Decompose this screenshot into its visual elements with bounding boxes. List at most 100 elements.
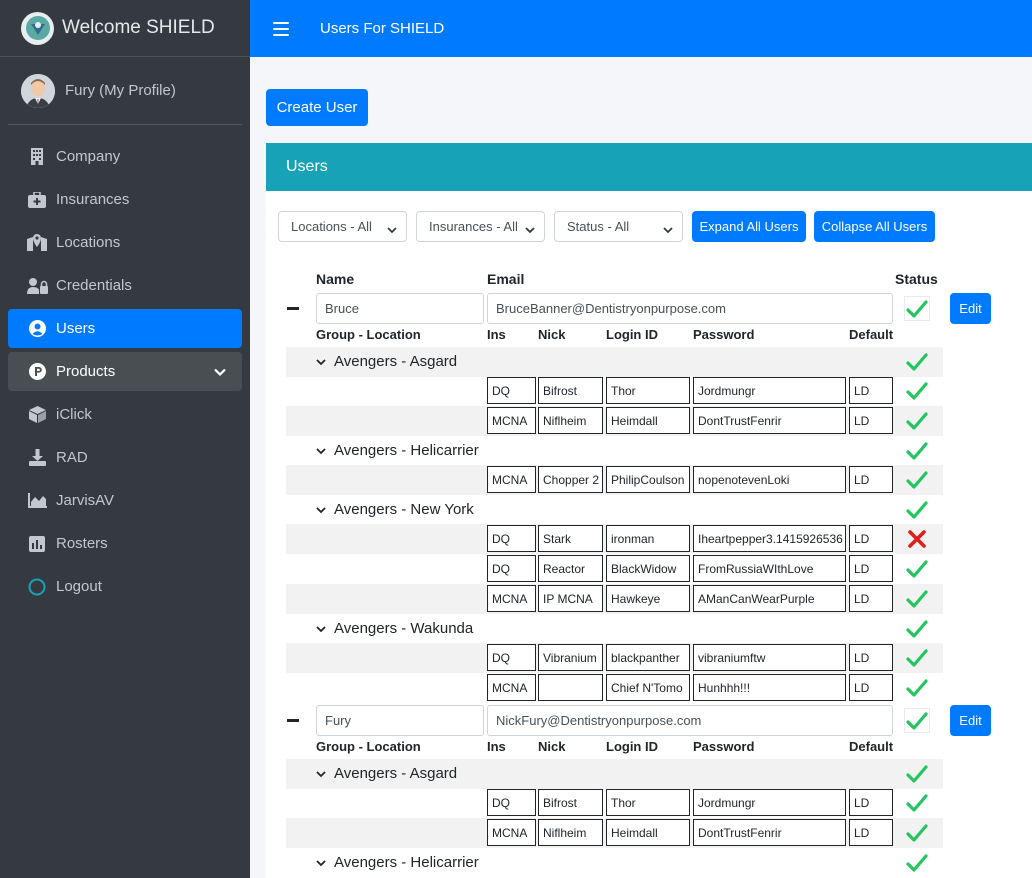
sidebar-item-locations[interactable]: Locations: [8, 223, 242, 262]
user-email-input[interactable]: BruceBanner@Dentistryonpurpose.com: [487, 293, 893, 324]
ins-cell[interactable]: DQ: [487, 789, 536, 816]
status-check-icon[interactable]: [904, 409, 930, 433]
nick-cell[interactable]: Niflheim: [538, 819, 603, 846]
password-cell[interactable]: Iheartpepper3.1415926536: [693, 525, 846, 552]
create-user-button[interactable]: Create User: [266, 89, 368, 126]
group-location-toggle[interactable]: Avengers - Helicarrier: [316, 442, 479, 459]
status-check-icon[interactable]: [904, 379, 930, 403]
nick-cell[interactable]: Reactor: [538, 555, 603, 582]
nick-cell[interactable]: Bifrost: [538, 789, 603, 816]
default-cell[interactable]: LD: [849, 525, 893, 552]
password-cell[interactable]: DontTrustFenrir: [693, 407, 846, 434]
user-name-input[interactable]: Fury: [316, 705, 484, 736]
sidebar-item-insurances[interactable]: Insurances: [8, 180, 242, 219]
login-id-cell[interactable]: blackpanther: [606, 644, 690, 671]
login-id-cell[interactable]: Chief N'Tomo: [606, 674, 690, 701]
locations-filter-select[interactable]: Locations - All: [278, 211, 407, 242]
sidebar-item-rad[interactable]: RAD: [8, 438, 242, 477]
sidebar-item-products[interactable]: Products: [8, 352, 242, 391]
status-check-icon[interactable]: [904, 646, 930, 670]
login-id-cell[interactable]: PhilipCoulson: [606, 466, 690, 493]
user-profile[interactable]: Fury (My Profile): [8, 57, 242, 125]
edit-user-button[interactable]: Edit: [950, 705, 991, 736]
building-icon: [26, 147, 48, 167]
ins-cell[interactable]: MCNA: [487, 407, 536, 434]
status-check-icon[interactable]: [904, 676, 930, 700]
login-id-cell[interactable]: Thor: [606, 789, 690, 816]
nick-cell[interactable]: IP MCNA: [538, 585, 603, 612]
nick-cell[interactable]: Vibranium: [538, 644, 603, 671]
status-check-icon[interactable]: [904, 821, 930, 845]
ins-cell[interactable]: DQ: [487, 555, 536, 582]
password-cell[interactable]: Jordmungr: [693, 377, 846, 404]
ins-cell[interactable]: MCNA: [487, 674, 536, 701]
user-status-check-icon[interactable]: [904, 296, 930, 321]
password-cell[interactable]: DontTrustFenrir: [693, 819, 846, 846]
status-cross-icon[interactable]: [904, 527, 930, 551]
sidebar-item-rosters[interactable]: Rosters: [8, 524, 242, 563]
sidebar-item-users[interactable]: Users: [8, 309, 242, 348]
password-cell[interactable]: Jordmungr: [693, 789, 846, 816]
group-location-toggle[interactable]: Avengers - Wakunda: [316, 620, 473, 637]
default-cell[interactable]: LD: [849, 555, 893, 582]
group-location-toggle[interactable]: Avengers - Asgard: [316, 765, 457, 782]
group-location-toggle[interactable]: Avengers - New York: [316, 501, 474, 518]
user-email-input[interactable]: NickFury@Dentistryonpurpose.com: [487, 705, 893, 736]
sidebar-item-logout[interactable]: Logout: [8, 567, 242, 606]
default-cell[interactable]: LD: [849, 674, 893, 701]
password-cell[interactable]: Hunhhh!!!: [693, 674, 846, 701]
default-cell[interactable]: LD: [849, 466, 893, 493]
collapse-user-icon[interactable]: [287, 719, 299, 722]
login-id-cell[interactable]: ironman: [606, 525, 690, 552]
edit-user-button[interactable]: Edit: [950, 293, 991, 324]
medkit-icon: [26, 190, 48, 210]
login-id-cell[interactable]: Heimdall: [606, 407, 690, 434]
ins-cell[interactable]: DQ: [487, 525, 536, 552]
default-cell[interactable]: LD: [849, 377, 893, 404]
brand[interactable]: Welcome SHIELD: [0, 0, 250, 57]
status-check-icon[interactable]: [904, 791, 930, 815]
hamburger-menu-icon[interactable]: [273, 21, 289, 36]
sidebar-item-credentials[interactable]: Credentials: [8, 266, 242, 305]
password-cell[interactable]: vibraniumftw: [693, 644, 846, 671]
ins-cell[interactable]: DQ: [487, 644, 536, 671]
nick-cell[interactable]: Chopper 2: [538, 466, 603, 493]
default-cell[interactable]: LD: [849, 585, 893, 612]
ins-cell[interactable]: MCNA: [487, 819, 536, 846]
default-cell[interactable]: LD: [849, 789, 893, 816]
ins-cell[interactable]: MCNA: [487, 466, 536, 493]
group-location-toggle[interactable]: Avengers - Helicarrier: [316, 854, 479, 871]
sidebar-item-jarvisav[interactable]: JarvisAV: [8, 481, 242, 520]
expand-all-users-button[interactable]: Expand All Users: [692, 211, 806, 242]
default-cell[interactable]: LD: [849, 407, 893, 434]
status-check-icon[interactable]: [904, 468, 930, 492]
nick-cell[interactable]: Niflheim: [538, 407, 603, 434]
collapse-all-users-button[interactable]: Collapse All Users: [814, 211, 935, 242]
password-cell[interactable]: nopenotevenLoki: [693, 466, 846, 493]
nick-cell[interactable]: [538, 674, 603, 701]
collapse-user-icon[interactable]: [287, 307, 299, 310]
ins-cell[interactable]: MCNA: [487, 585, 536, 612]
card-header: Users: [266, 143, 1032, 191]
password-cell[interactable]: AManCanWearPurple: [693, 585, 846, 612]
status-check-icon[interactable]: [904, 557, 930, 581]
default-cell[interactable]: LD: [849, 644, 893, 671]
default-cell[interactable]: LD: [849, 819, 893, 846]
password-cell[interactable]: FromRussiaWIthLove: [693, 555, 846, 582]
user-status-check-icon[interactable]: [904, 708, 930, 733]
login-id-cell[interactable]: Heimdall: [606, 819, 690, 846]
ins-cell[interactable]: DQ: [487, 377, 536, 404]
login-id-cell[interactable]: BlackWidow: [606, 555, 690, 582]
group-location-toggle[interactable]: Avengers - Asgard: [316, 353, 457, 370]
status-filter-select[interactable]: Status - All: [554, 211, 683, 242]
login-id-cell[interactable]: Thor: [606, 377, 690, 404]
login-id-cell[interactable]: Hawkeye: [606, 585, 690, 612]
user-name-input[interactable]: Bruce: [316, 293, 484, 324]
status-check-icon[interactable]: [904, 587, 930, 611]
sidebar-item-company[interactable]: Company: [8, 137, 242, 176]
insurances-filter-select[interactable]: Insurances - All: [416, 211, 545, 242]
group-location-header: Group - Location: [316, 739, 421, 754]
sidebar-item-iclick[interactable]: iClick: [8, 395, 242, 434]
nick-cell[interactable]: Stark: [538, 525, 603, 552]
nick-cell[interactable]: Bifrost: [538, 377, 603, 404]
